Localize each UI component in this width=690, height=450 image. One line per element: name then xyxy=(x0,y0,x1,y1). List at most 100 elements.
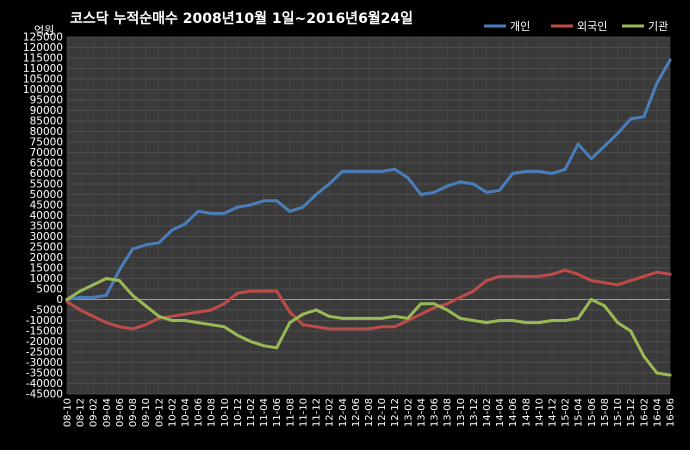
x-tick-label: 11-12 xyxy=(312,398,323,427)
data-point xyxy=(275,289,279,293)
data-point xyxy=(222,325,226,329)
data-point xyxy=(65,300,69,304)
x-tick-label: 09-04 xyxy=(102,398,113,427)
x-tick-label: 09-02 xyxy=(89,398,100,427)
data-point xyxy=(589,279,593,283)
data-point xyxy=(209,308,213,312)
data-point xyxy=(458,180,462,184)
data-point xyxy=(288,321,292,325)
x-tick-label: 09-10 xyxy=(141,398,152,427)
y-tick-label: 35000 xyxy=(30,221,63,233)
y-tick-label: -25000 xyxy=(26,347,63,359)
x-tick-label: 13-08 xyxy=(443,398,454,427)
data-point xyxy=(616,321,620,325)
x-tick-label: 16-02 xyxy=(639,398,650,427)
data-point xyxy=(655,371,659,375)
data-point xyxy=(432,306,436,310)
data-point xyxy=(484,279,488,283)
data-point xyxy=(655,81,659,85)
x-tick-label: 12-04 xyxy=(338,398,349,427)
x-tick-label: 14-08 xyxy=(521,398,532,427)
data-point xyxy=(589,298,593,301)
x-tick-label: 14-12 xyxy=(548,398,559,427)
data-point xyxy=(511,319,515,322)
y-tick-label: 50000 xyxy=(30,189,63,201)
y-tick-label: -5000 xyxy=(32,305,63,317)
x-tick-label: 12-06 xyxy=(351,398,362,427)
data-point xyxy=(563,268,567,272)
data-point xyxy=(78,295,82,299)
y-tick-label: 55000 xyxy=(30,179,63,191)
data-point xyxy=(196,209,200,213)
data-point xyxy=(511,172,515,175)
data-point xyxy=(235,205,239,209)
x-tick-label: 11-02 xyxy=(246,398,257,427)
data-point xyxy=(235,291,239,295)
x-tick-label: 11-08 xyxy=(285,398,296,427)
x-tick-label: 09-06 xyxy=(115,398,126,427)
data-point xyxy=(222,211,226,215)
data-point xyxy=(131,247,135,251)
data-point xyxy=(550,272,554,276)
y-tick-label: 0 xyxy=(56,294,63,306)
data-point xyxy=(563,319,567,322)
data-point xyxy=(576,272,580,276)
data-point xyxy=(78,289,82,293)
x-tick-label: 16-06 xyxy=(666,398,677,427)
data-point xyxy=(511,274,515,278)
data-point xyxy=(419,312,423,316)
data-point xyxy=(340,169,344,173)
data-point xyxy=(144,304,148,308)
legend-label: 기관 xyxy=(648,20,668,33)
x-tick-label: 10-02 xyxy=(167,398,178,427)
data-point xyxy=(498,319,502,322)
y-tick-label: 115000 xyxy=(23,53,63,65)
x-tick-label: 15-08 xyxy=(600,398,611,427)
data-point xyxy=(288,310,292,314)
y-tick-label: 120000 xyxy=(23,42,63,54)
y-tick-label: 90000 xyxy=(30,105,63,117)
data-point xyxy=(301,205,305,209)
x-tick-label: 11-10 xyxy=(298,398,309,427)
y-tick-label: -10000 xyxy=(26,315,63,327)
data-point xyxy=(524,169,528,173)
y-tick-label: 25000 xyxy=(30,242,63,254)
y-tick-label: 30000 xyxy=(30,231,63,243)
x-tick-label: 15-10 xyxy=(613,398,624,427)
x-tick-label: 12-08 xyxy=(364,398,375,427)
data-point xyxy=(445,308,449,312)
data-point xyxy=(537,169,541,173)
data-point xyxy=(91,283,95,287)
data-point xyxy=(340,316,344,320)
data-point xyxy=(301,323,305,327)
data-point xyxy=(327,182,331,186)
data-point xyxy=(288,209,292,213)
x-tick-label: 13-04 xyxy=(416,398,427,427)
x-tick-label: 10-10 xyxy=(220,398,231,427)
data-point xyxy=(367,169,370,173)
y-tick-label: 15000 xyxy=(30,263,63,275)
legend-label: 개인 xyxy=(510,20,530,33)
data-point xyxy=(576,142,580,146)
data-point xyxy=(314,308,318,312)
data-point xyxy=(183,312,187,316)
y-tick-label: 105000 xyxy=(23,74,63,86)
data-point xyxy=(314,193,318,196)
data-point xyxy=(327,314,331,318)
y-tick-label: 20000 xyxy=(30,252,63,264)
data-point xyxy=(183,222,187,226)
y-tick-label: 65000 xyxy=(30,158,63,170)
data-point xyxy=(144,243,148,247)
data-point xyxy=(602,281,606,285)
data-point xyxy=(275,199,279,203)
x-tick-label: 16-04 xyxy=(652,398,663,427)
data-point xyxy=(471,289,475,293)
data-point xyxy=(616,283,620,287)
data-point xyxy=(458,316,462,320)
data-point xyxy=(668,58,672,62)
x-tick-label: 08-12 xyxy=(76,398,87,427)
legend: 개인 외국인 기관 xyxy=(484,20,668,33)
x-tick-label: 09-12 xyxy=(154,398,165,427)
data-point xyxy=(393,314,397,318)
